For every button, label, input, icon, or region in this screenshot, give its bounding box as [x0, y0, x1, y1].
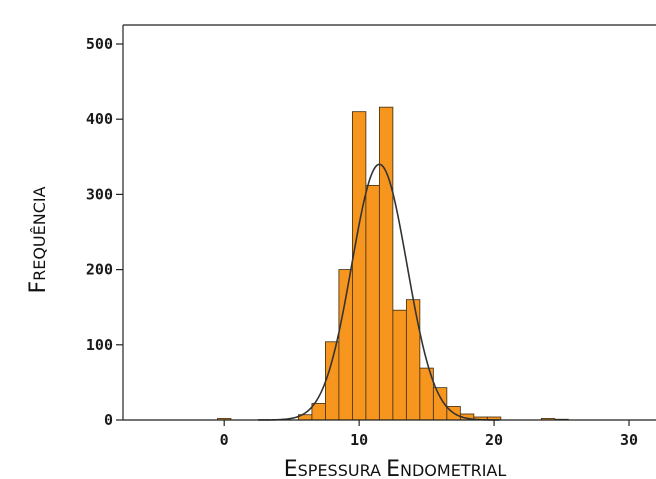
- y-tick-label: 400: [86, 110, 113, 128]
- histogram-bar: [378, 106, 394, 421]
- y-tick-label: 300: [86, 185, 113, 203]
- y-tick-label: 0: [104, 411, 113, 429]
- y-axis-title: FREQUÊNCIA: [26, 186, 51, 293]
- histogram-bar: [351, 111, 367, 421]
- histogram-bar: [338, 269, 353, 421]
- histogram-bar: [405, 299, 421, 421]
- x-ticks-group: 0 10 20 30: [220, 420, 638, 449]
- bars-group: [217, 106, 569, 421]
- x-tick-label: 0: [220, 431, 229, 449]
- histogram-bar: [311, 403, 326, 421]
- x-axis-title: ESPESSURA ENDOMETRIAL: [284, 457, 507, 479]
- histogram-bar: [325, 341, 340, 421]
- normal-curve: [257, 163, 500, 421]
- x-tick-label: 30: [620, 431, 638, 449]
- x-tick-label: 20: [485, 431, 503, 449]
- y-tick-label: 200: [86, 261, 113, 279]
- histogram-bar: [365, 184, 380, 421]
- y-ticks-group: 0 100 200 300 400 500: [86, 35, 123, 429]
- y-tick-label: 500: [86, 35, 113, 53]
- x-tick-label: 10: [350, 431, 368, 449]
- y-tick-label: 100: [86, 336, 113, 354]
- histogram-bar: [392, 309, 407, 421]
